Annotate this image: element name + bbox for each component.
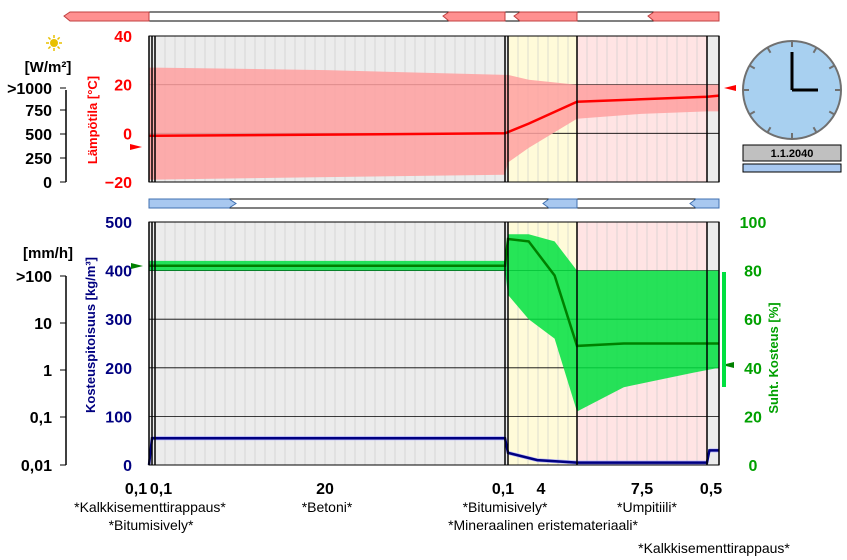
clock-tick [749, 64, 756, 70]
layer-thickness-label: 0,1 [150, 481, 172, 498]
rh-tick-label: 40 [744, 361, 762, 378]
rain-tick-label: >100 [16, 269, 52, 286]
rh-tick-label: 60 [744, 312, 762, 329]
temperature-chart: 40 20 0 −20 Lämpötila [°C] [85, 29, 736, 192]
moisture-tick-label: 500 [105, 215, 132, 232]
rh-indoor-range-bar [722, 272, 726, 387]
rh-tick-label: 0 [749, 458, 758, 475]
moisture-tick-label: 100 [105, 409, 132, 426]
material-umpitiili: *Umpitiili* [617, 499, 677, 515]
rain-tick-label: 1 [43, 363, 52, 380]
rain-tick-label: 0,1 [30, 410, 52, 427]
rh-tick-label: 100 [740, 215, 767, 232]
clock-tick [828, 110, 835, 116]
material-mineraalinen-eristemateriaali: *Mineraalinen eristemateriaali* [448, 517, 638, 533]
rh-axis-label: Suht. Kosteus [%] [766, 302, 781, 413]
material-kalkkisementtirappaus-inner: *Kalkkisementtirappaus* [638, 540, 790, 556]
clock-tick [749, 110, 756, 116]
material-labels: *Kalkkisementtirappaus* *Betoni* *Bitumi… [74, 499, 790, 556]
layer-background [505, 222, 508, 465]
temp-indoor-marker-left [130, 144, 142, 150]
rh-tick-label: 20 [744, 409, 762, 426]
rain-tick-label: 0,01 [21, 458, 52, 475]
temp-tick-label: 40 [114, 29, 132, 46]
material-kalkkisementtirappaus-outer: *Kalkkisementtirappaus* [74, 499, 226, 515]
temp-tick-label: −20 [105, 175, 132, 192]
radiation-unit: [W/m²] [25, 59, 72, 76]
moisture-tick-label: 300 [105, 312, 132, 329]
date-box: 1.1.2040 [742, 144, 842, 173]
rain-tick-label: 10 [34, 316, 52, 333]
radiation-tick-label: 500 [25, 127, 52, 144]
layer-thickness-label: 4 [537, 481, 546, 498]
material-bitumisively-outer: *Bitumisively* [109, 517, 194, 533]
radiation-tick-label: 250 [25, 151, 52, 168]
temp-tick-label: 0 [123, 126, 132, 143]
layer-thickness-label: 0,1 [492, 481, 514, 498]
moisture-axis-label: Kosteuspitoisuus [kg/m³] [83, 257, 98, 413]
radiation-tick-label: >1000 [7, 81, 52, 98]
temp-tick-label: 20 [114, 78, 132, 95]
sun-ray [47, 36, 51, 40]
middle-boundary-bar [148, 198, 720, 209]
layer-background [155, 222, 505, 465]
sun-icon [46, 35, 62, 51]
rh-tick-label: 80 [744, 264, 762, 281]
sun-ray [47, 46, 51, 50]
clock-tick [828, 64, 835, 70]
material-bitumisively-inner: *Bitumisively* [463, 499, 548, 515]
radiation-tick-label: 0 [43, 175, 52, 192]
clock-tick [812, 126, 818, 133]
layer-thickness-labels: 0,1 0,1 20 0,1 4 7,5 0,5 [125, 481, 722, 498]
moisture-tick-label: 0 [123, 458, 132, 475]
temp-axis-label: Lämpötila [°C] [85, 76, 100, 164]
sun-ray [57, 46, 61, 50]
rh-mean-line [149, 237, 719, 348]
clock-tick [766, 47, 772, 54]
layer-thickness-label: 0,5 [700, 481, 722, 498]
radiation-tick-label: 750 [25, 103, 52, 120]
moisture-content-line [147, 437, 719, 466]
rh-indoor-marker-right [722, 362, 734, 368]
layer-thickness-label: 0,1 [125, 481, 147, 498]
layer-background [149, 222, 152, 465]
rain-unit: [mm/h] [23, 245, 73, 262]
top-boundary-bar [63, 11, 720, 22]
clock-tick [766, 126, 772, 133]
clock-tick [812, 47, 818, 54]
moisture-tick-label: 200 [105, 361, 132, 378]
clock-icon [742, 40, 842, 140]
temp-indoor-marker-right [724, 85, 736, 91]
material-betoni: *Betoni* [302, 499, 353, 515]
layer-background [152, 222, 155, 465]
sun-ray [57, 36, 61, 40]
rain-scale: [mm/h] >100 10 1 0,1 0,01 [16, 245, 73, 475]
moisture-tick-label: 400 [105, 264, 132, 281]
date-label: 1.1.2040 [771, 148, 814, 160]
rh-outdoor-marker-left [131, 263, 143, 269]
radiation-scale: [W/m²] >1000 750 500 250 0 [7, 59, 71, 192]
layer-thickness-label: 20 [316, 481, 334, 498]
layer-thickness-label: 7,5 [631, 481, 653, 498]
temperature-mean-line [149, 94, 720, 138]
